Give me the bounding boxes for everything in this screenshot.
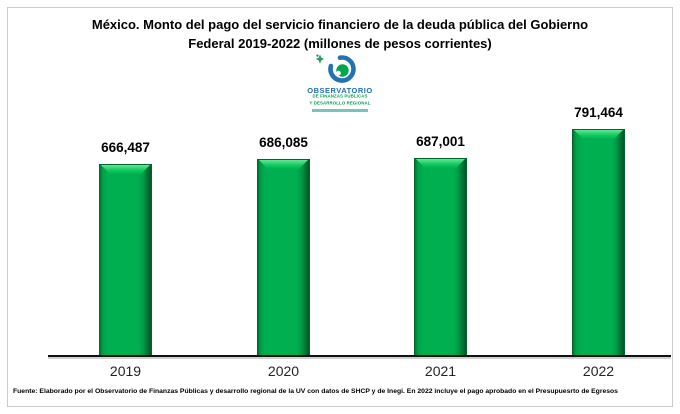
x-tick-2022: 2022 — [582, 363, 615, 379]
observatorio-eye-icon — [315, 54, 356, 83]
bar-2021 — [415, 159, 466, 355]
bar-value-label-2021: 687,001 — [416, 134, 465, 149]
observatorio-logo: OBSERVATORIO DE FINANZAS PÚBLICAS Y DESA… — [270, 52, 410, 112]
source-note: Fuente: Elaborado por el Observatorio de… — [13, 388, 618, 395]
bar-2019 — [100, 165, 151, 355]
bar-value-label-2022: 791,464 — [574, 105, 623, 120]
chart-title-line1: México. Monto del pago del servicio fina… — [91, 17, 589, 32]
logo-subtitle-1: DE FINANZAS PÚBLICAS — [312, 94, 368, 99]
x-tick-2019: 2019 — [109, 363, 142, 379]
bar-value-label-2020: 686,085 — [259, 135, 308, 150]
bar-2022 — [573, 130, 624, 355]
x-axis-line — [48, 355, 671, 357]
chart-title-line2: Federal 2019-2022 (millones de pesos cor… — [188, 36, 492, 51]
logo-fine-print — [312, 109, 368, 112]
x-tick-2021: 2021 — [424, 363, 457, 379]
chart-title: México. Monto del pago del servicio fina… — [0, 15, 680, 53]
logo-subtitle-2: Y DESARROLLO REGIONAL — [309, 100, 371, 106]
bar-value-label-2019: 666,487 — [101, 140, 150, 155]
bar-2020 — [258, 160, 309, 355]
x-tick-2020: 2020 — [267, 363, 300, 379]
logo-wordmark: OBSERVATORIO — [307, 86, 373, 95]
